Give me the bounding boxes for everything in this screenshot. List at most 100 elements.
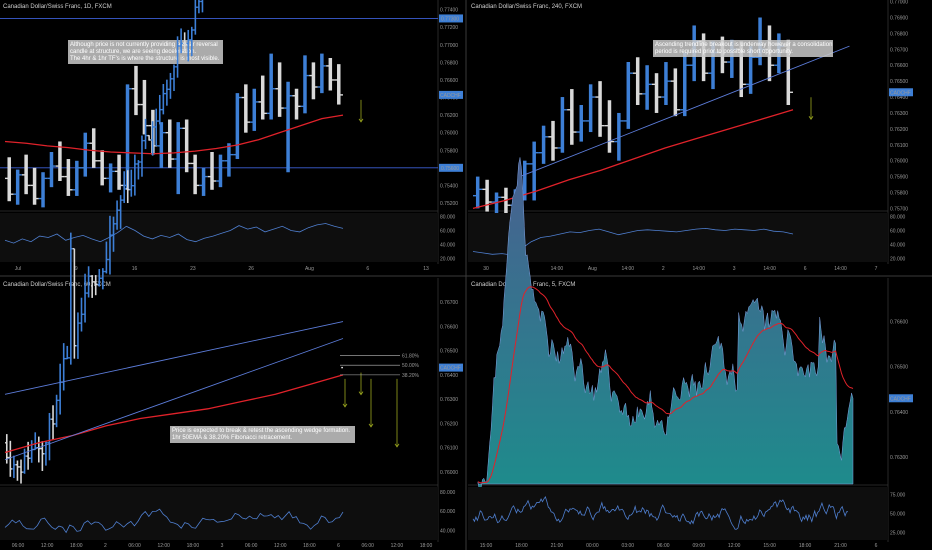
x-tick-label: 14:00: [622, 266, 635, 272]
y-tick-label: 0.77400: [440, 8, 458, 14]
x-tick-label: Aug: [305, 266, 314, 272]
pane-daily: Canadian Dollar/Swiss Franc, 1D, FXCM 0.7…: [0, 0, 463, 272]
y-tick-label: 0.75800: [890, 191, 908, 197]
y-tick-label: 0.76400: [890, 410, 908, 416]
annotation-box: [170, 426, 355, 443]
ema-line: [472, 109, 794, 210]
y-tick-label: 0.76600: [890, 320, 908, 326]
x-tick-label: 6: [337, 543, 340, 549]
osc-tick-label: 40.000: [440, 243, 456, 249]
x-tick-label: 2: [104, 543, 107, 549]
y-tick-label: 0.77000: [890, 0, 908, 6]
oscillator-line: [472, 495, 849, 530]
target-arrow-head: [358, 391, 364, 396]
x-tick-label: 18:00: [303, 543, 316, 549]
osc-tick-label: 60.000: [440, 229, 456, 235]
annotation-text: period is required prior to possible sho…: [655, 49, 793, 55]
y-tick-label: 0.76300: [890, 455, 908, 461]
x-tick-label: 21:00: [834, 543, 847, 549]
y-tick-label: 0.76500: [440, 349, 458, 355]
y-tick-label: 0.76000: [440, 470, 458, 476]
y-tick-label: 0.76000: [890, 159, 908, 165]
trendline: [519, 45, 850, 178]
pane-h4: Canadian Dollar/Swiss Franc, 240, FXCM 0.…: [468, 0, 913, 272]
x-tick-label: 2: [662, 266, 665, 272]
x-tick-label: 06:00: [657, 543, 670, 549]
osc-tick-label: 40.000: [890, 243, 906, 249]
target-arrow-head: [808, 116, 814, 120]
y-tick-label: 0.75800: [440, 148, 458, 154]
x-tick-label: 06:00: [245, 543, 258, 549]
x-tick-label: 12:00: [274, 543, 287, 549]
x-tick-label: 06:00: [12, 543, 25, 549]
y-tick-label: 0.76000: [440, 131, 458, 137]
price-label-symbol: CADCHF: [890, 396, 911, 402]
y-tick-label: 0.76600: [440, 324, 458, 330]
y-tick-label: 0.76400: [890, 95, 908, 101]
annotation-box: [68, 40, 223, 64]
x-tick-label: 13: [423, 266, 429, 272]
osc-tick-label: 40.000: [440, 528, 456, 534]
annotation-text: Although price is not currently providin…: [70, 42, 218, 48]
price-label-bg: [439, 90, 463, 99]
price-label-symbol: CADCHF: [440, 366, 461, 372]
fib-level-label: 38.20%: [402, 373, 420, 379]
x-tick-label: 14:00: [551, 266, 564, 272]
price-label-bg: [439, 363, 463, 372]
x-tick-label: 12:00: [41, 543, 54, 549]
osc-tick-label: 60.000: [890, 229, 906, 235]
target-arrow-head: [394, 443, 400, 448]
y-tick-label: 0.76400: [440, 373, 458, 379]
x-tick-label: 3: [733, 266, 736, 272]
level-label: 0.75600: [441, 166, 459, 172]
target-arrow-head: [368, 423, 374, 428]
oscillator-bg: [468, 487, 888, 540]
y-tick-label: 0.76100: [440, 446, 458, 452]
osc-tick-label: 80.000: [890, 215, 906, 221]
level-label-bg: [439, 163, 463, 172]
y-tick-label: 0.76800: [890, 31, 908, 37]
oscillator-line: [472, 227, 794, 256]
y-tick-label: 0.76300: [440, 397, 458, 403]
y-tick-label: 0.76100: [890, 143, 908, 149]
pane-title: Canadian Dollar/Swiss Franc, 1D, FXCM: [3, 4, 112, 10]
x-tick-label: 18:00: [187, 543, 200, 549]
x-tick-label: 12:00: [391, 543, 404, 549]
x-tick-label: 14:00: [834, 266, 847, 272]
price-label-symbol: CADCHF: [890, 90, 911, 96]
y-tick-label: 0.76200: [890, 127, 908, 133]
x-tick-label: 16: [132, 266, 138, 272]
annotation-text: Price is expected to break & retest the …: [172, 428, 350, 434]
y-tick-label: 0.75900: [890, 175, 908, 181]
price-label-symbol: CADCHF: [440, 93, 461, 99]
level-label: 0.77300: [441, 16, 459, 22]
ema-line: [477, 286, 854, 484]
x-tick-label: Aug: [588, 266, 597, 272]
y-tick-label: 0.76200: [440, 113, 458, 119]
x-tick-label: 9: [75, 266, 78, 272]
annotation-text: Ascending trendline breakout is underway…: [655, 42, 832, 48]
x-tick-label: 7: [875, 266, 878, 272]
target-arrow-head: [342, 403, 348, 408]
trendline: [4, 321, 344, 395]
y-tick-label: 0.77000: [440, 43, 458, 49]
x-tick-label: 06:00: [361, 543, 374, 549]
x-tick-label: 23: [190, 266, 196, 272]
target-arrow-head: [358, 118, 364, 123]
level-label-bg: [439, 14, 463, 23]
y-tick-label: 0.75700: [890, 206, 908, 212]
ema-line: [4, 114, 344, 155]
x-tick-label: 6: [804, 266, 807, 272]
annotation-text: 1hr 50EMA & 38.20% Fibonacci retracement…: [172, 435, 292, 441]
x-tick-label: 12:00: [728, 543, 741, 549]
osc-tick-label: 75.000: [890, 493, 906, 499]
y-tick-label: 0.76900: [890, 16, 908, 22]
pane-title: Canadian Dollar/Swiss Franc, 60, FXCM: [3, 282, 111, 288]
fib-level-label: 61.80%: [402, 353, 420, 359]
y-tick-label: 0.76600: [440, 78, 458, 84]
pane-title: Canadian Dollar/Swiss Franc, 240, FXCM: [471, 4, 582, 10]
y-tick-label: 0.76300: [890, 111, 908, 117]
x-tick-label: 09:00: [692, 543, 705, 549]
osc-tick-label: 60.000: [440, 509, 456, 515]
y-tick-label: 0.76500: [890, 79, 908, 85]
